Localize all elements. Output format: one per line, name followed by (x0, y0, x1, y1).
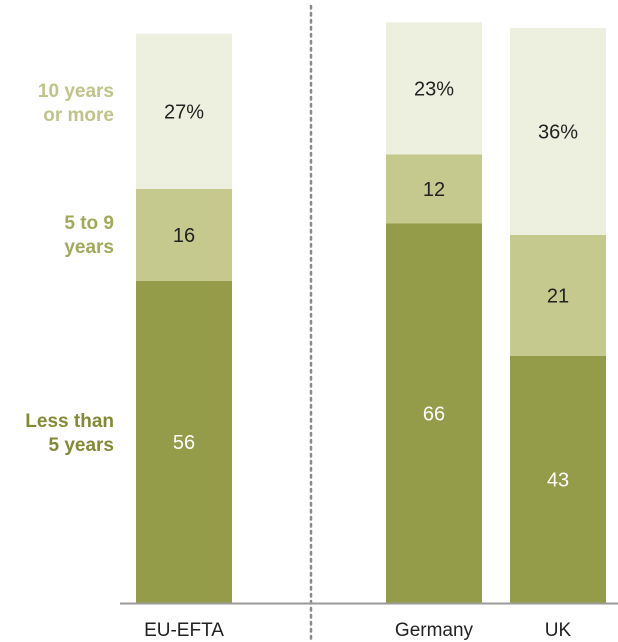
bar-uk-series-2 (510, 28, 606, 235)
bar-germany-series-1 (386, 154, 482, 224)
bar-eu-efta-series-2 (136, 33, 232, 189)
value-label-uk-series-0: 43 (547, 469, 569, 491)
value-label-eu-efta-series-2: 27% (164, 101, 204, 123)
segment-labels-layer: 56 16 27% 66 12 23% 43 21 36% (164, 78, 578, 491)
value-label-germany-series-0: 66 (423, 403, 445, 425)
value-label-uk-series-2: 36% (538, 122, 578, 144)
bars-layer (136, 22, 606, 603)
legend-label-less-than-5-years: Less than 5 years (25, 411, 114, 456)
x-tick-uk: UK (545, 620, 572, 641)
bar-uk-series-0 (510, 355, 606, 603)
bar-germany-series-0 (386, 223, 482, 603)
bar-eu-efta-series-1 (136, 189, 232, 281)
value-label-germany-series-1: 12 (423, 179, 445, 201)
value-label-germany-series-2: 23% (414, 78, 454, 100)
x-tick-germany: Germany (395, 620, 474, 641)
value-label-eu-efta-series-1: 16 (173, 225, 195, 247)
x-tick-labels: EU-EFTA Germany UK (144, 620, 571, 641)
x-tick-eu-efta: EU-EFTA (144, 620, 224, 641)
value-label-uk-series-1: 21 (547, 285, 569, 307)
bar-uk-series-1 (510, 235, 606, 356)
bar-eu-efta-series-0 (136, 281, 232, 603)
legend-label-10-years-or-more: 10 years or more (37, 81, 114, 126)
legend-label-5-to-9-years: 5 to 9 years (64, 213, 114, 258)
value-label-eu-efta-series-0: 56 (173, 432, 195, 454)
bar-germany-series-2 (386, 22, 482, 155)
